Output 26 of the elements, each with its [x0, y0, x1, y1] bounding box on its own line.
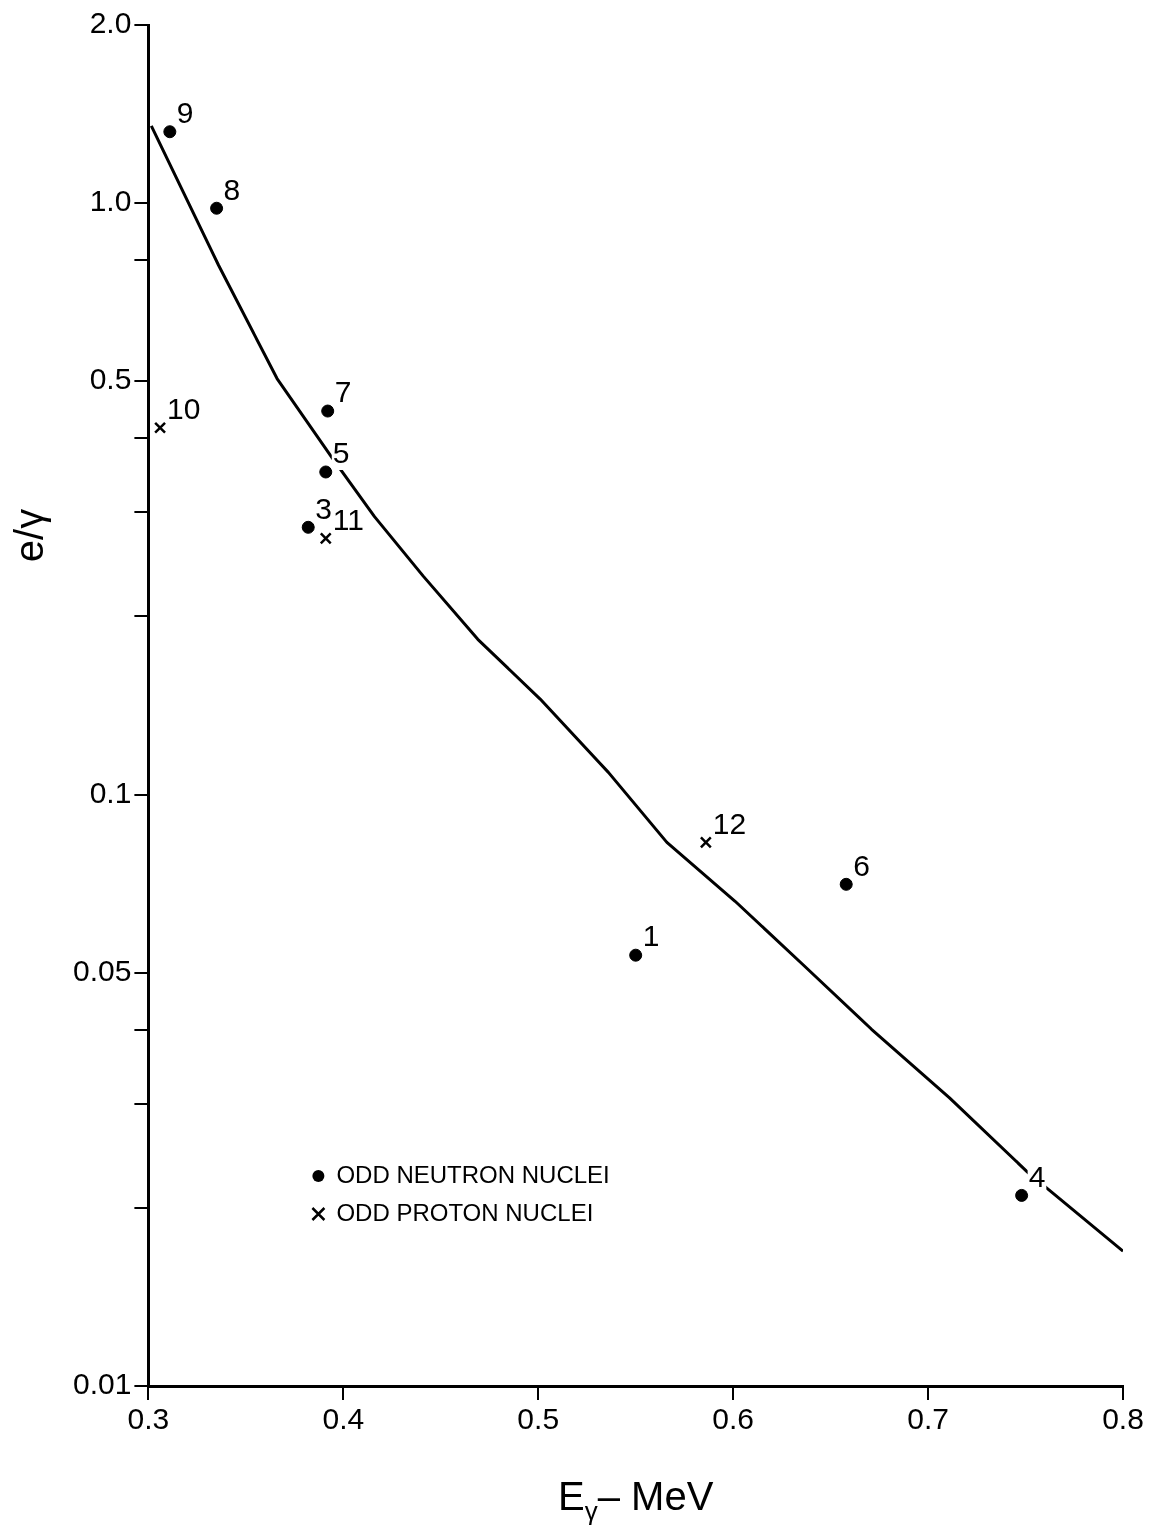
y-tick-label: 1.0	[89, 184, 132, 218]
y-tick-label: 0.05	[73, 953, 132, 987]
annotation: 8	[223, 172, 241, 206]
annotation: 4	[1028, 1159, 1046, 1193]
x-tick-label: 0.3	[127, 1402, 170, 1436]
annotation: 1	[642, 919, 660, 953]
x-tick-label: 0.8	[1102, 1402, 1144, 1436]
y-axis-title: e/γ	[7, 508, 52, 563]
annotation: 12	[712, 806, 747, 840]
x-tick-label: 0.7	[907, 1402, 949, 1436]
y-tick-label: 0.01	[73, 1367, 132, 1401]
y-tick-label: 0.5	[89, 362, 132, 396]
legend-label: ODD PROTON NUCLEI	[336, 1198, 594, 1226]
y-tick-label: 0.1	[89, 775, 132, 809]
annotation: 3	[315, 491, 332, 525]
x-tick-label: 0.4	[322, 1402, 365, 1436]
annotation: 10	[167, 392, 201, 425]
annotation: 7	[334, 375, 352, 409]
annotation: 5	[332, 436, 350, 470]
annotation: 6	[853, 848, 870, 882]
annotation: 11	[332, 502, 364, 536]
x-tick-label: 0.6	[712, 1402, 755, 1436]
legend-label: ODD NEUTRON NUCLEI	[336, 1160, 610, 1188]
annotation: 9	[176, 96, 194, 129]
y-tick-label: 2.0	[89, 6, 132, 40]
x-tick-label: 0.5	[517, 1402, 560, 1436]
